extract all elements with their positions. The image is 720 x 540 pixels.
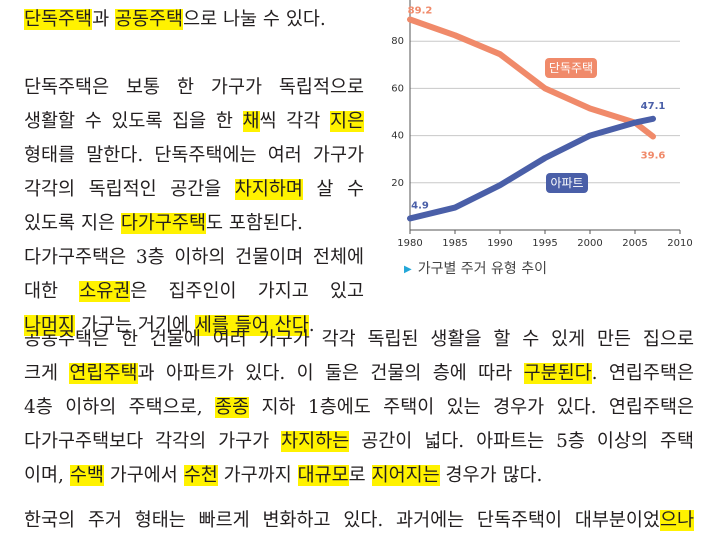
housing-type-line-chart: 20 40 60 80 1980 1985 1990 1995 2000 2005 2010 39.6… bbox=[391, 0, 693, 249]
highlighted-word: 지은 bbox=[329, 111, 364, 132]
highlighted-word: 차지하며 bbox=[234, 179, 303, 200]
text-line: 공동주택은 한 건물에 여러 가구가 각각 독립된 생활을 할 수 있게 만든 … bbox=[24, 323, 694, 357]
text-segment: 형태를 말한다. 단독주택에는 여러 가구가 bbox=[24, 145, 364, 166]
chart-caption: ▶ 가구별 주거 유형 추이 bbox=[404, 258, 547, 278]
y-tick-label: 60 bbox=[391, 83, 404, 94]
text-segment: 가구는 거기에 bbox=[75, 315, 195, 336]
text-segment: 도 포함된다. bbox=[205, 213, 303, 234]
highlighted-word: 지어지는 bbox=[371, 465, 440, 486]
y-tick-label: 80 bbox=[391, 36, 404, 47]
text-segment: . bbox=[308, 315, 315, 336]
paragraph-apartment-complex: 공동주택은 한 건물에 여러 가구가 각각 독립된 생활을 할 수 있게 만든 … bbox=[24, 323, 694, 493]
triangle-bullet-icon: ▶ bbox=[404, 264, 412, 275]
paragraph-housing-trend: 한국의 주거 형태는 빠르게 변화하고 있다. 과거에는 단독주택이 대부분이었… bbox=[24, 504, 694, 538]
series-tag bbox=[546, 173, 588, 193]
highlighted-word: 수백 bbox=[69, 465, 104, 486]
series-tag-label: 단독주택 bbox=[549, 61, 593, 75]
data-label: 89.2 bbox=[408, 5, 433, 16]
data-label: 47.1 bbox=[641, 101, 666, 112]
highlighted-word: 소유권 bbox=[79, 281, 131, 302]
text-segment: 가구까지 bbox=[217, 465, 298, 486]
text-segment: 4층 이하의 주택으로, bbox=[24, 397, 216, 418]
text-segment: 대한 bbox=[24, 281, 80, 302]
series-line-apartment bbox=[407, 115, 656, 222]
highlighted-word: 공동주택 bbox=[115, 9, 184, 30]
text-line: 다가구주택은 3층 이하의 건물이며 전체에 bbox=[24, 241, 364, 275]
highlighted-word: 채 bbox=[242, 111, 260, 132]
highlighted-word: 나머지 bbox=[24, 315, 76, 336]
text-segment: 으로 나눌 수 있다. bbox=[183, 9, 326, 30]
series-tag bbox=[545, 58, 597, 78]
x-tick-label: 2000 bbox=[577, 238, 602, 249]
x-tick-label: 1980 bbox=[397, 238, 422, 249]
text-segment: . 연립주택은 bbox=[591, 363, 694, 384]
text-segment: 살 수 bbox=[302, 179, 364, 200]
paragraph-detached-house: 단독주택과 공동주택으로 나눌 수 있다. 단독주택은 보통 한 가구가 독립적으… bbox=[24, 3, 364, 343]
text-line: 한국의 주거 형태는 빠르게 변화하고 있다. 과거에는 단독주택이 대부분이었… bbox=[24, 504, 694, 538]
text-segment: 있도록 지은 bbox=[24, 213, 121, 234]
text-line: 있도록 지은 다가구주택도 포함된다. bbox=[24, 207, 364, 241]
highlighted-word: 구분된다 bbox=[523, 363, 592, 384]
data-label: 39.6 bbox=[641, 151, 666, 162]
highlighted-word: 다가구주택 bbox=[120, 213, 206, 234]
text-segment: 각각의 독립적인 공간을 bbox=[24, 179, 235, 200]
text-segment: 지하 1층에도 주택이 있는 경우가 있다. 연립주택은 bbox=[249, 397, 695, 418]
text-segment: 과 bbox=[92, 9, 115, 30]
x-tick-label: 2005 bbox=[622, 238, 647, 249]
text-segment: 로 bbox=[348, 465, 372, 486]
highlighted-word: 대규모 bbox=[297, 465, 349, 486]
text-line bbox=[24, 37, 364, 71]
chart-caption-text: 가구별 주거 유형 추이 bbox=[417, 261, 547, 277]
text-segment: 공동주택은 한 건물에 여러 가구가 각각 독립된 생활을 할 수 있게 만든 … bbox=[24, 329, 694, 350]
text-segment: 이며, bbox=[24, 465, 70, 486]
text-line: 크게 연립주택과 아파트가 있다. 이 둘은 건물의 층에 따라 구분된다. 연… bbox=[24, 357, 694, 391]
highlighted-word: 세를 들어 산다 bbox=[194, 315, 309, 336]
text-segment: 다가구주택보다 각각의 가구가 bbox=[24, 431, 282, 452]
y-tick-label: 40 bbox=[391, 131, 404, 142]
series-tag-label: 아파트 bbox=[550, 176, 583, 190]
x-tick-label: 1995 bbox=[532, 238, 557, 249]
x-tick-label: 2010 bbox=[667, 238, 692, 249]
text-line: 이며, 수백 가구에서 수천 가구까지 대규모로 지어지는 경우가 많다. bbox=[24, 459, 694, 493]
text-segment: 한국의 주거 형태는 빠르게 변화하고 있다. 과거에는 단독주택이 대부분이었 bbox=[24, 510, 660, 531]
y-tick-label: 20 bbox=[391, 178, 404, 189]
text-segment: 경우가 많다. bbox=[439, 465, 543, 486]
text-line: 생활할 수 있도록 집을 한 채씩 각각 지은 bbox=[24, 105, 364, 139]
highlighted-word: 차지하는 bbox=[281, 431, 350, 452]
highlighted-word: 단독주택 bbox=[24, 9, 93, 30]
text-segment: 크게 bbox=[24, 363, 70, 384]
series-line-detached bbox=[407, 16, 656, 140]
text-line: 형태를 말한다. 단독주택에는 여러 가구가 bbox=[24, 139, 364, 173]
text-line: 각각의 독립적인 공간을 차지하며 살 수 bbox=[24, 173, 364, 207]
text-line: 4층 이하의 주택으로, 종종 지하 1층에도 주택이 있는 경우가 있다. 연… bbox=[24, 391, 694, 425]
text-segment: 공간이 넓다. 아파트는 5층 이상의 주택 bbox=[349, 431, 694, 452]
highlighted-word: 연립주택 bbox=[69, 363, 138, 384]
text-segment: 은 집주인이 가지고 있고 bbox=[130, 281, 365, 302]
text-line: 단독주택과 공동주택으로 나눌 수 있다. bbox=[24, 3, 364, 37]
highlighted-word: 종종 bbox=[215, 397, 250, 418]
text-line: 다가구주택보다 각각의 가구가 차지하는 공간이 넓다. 아파트는 5층 이상의… bbox=[24, 425, 694, 459]
text-segment: 과 아파트가 있다. 이 둘은 건물의 층에 따라 bbox=[137, 363, 524, 384]
x-tick-label: 1990 bbox=[487, 238, 512, 249]
text-segment: 단독주택은 보통 한 가구가 독립적으로 bbox=[24, 77, 364, 98]
text-segment: 생활할 수 있도록 집을 한 bbox=[24, 111, 243, 132]
x-tick-label: 1985 bbox=[442, 238, 467, 249]
highlighted-word: 으나 bbox=[659, 510, 694, 531]
text-segment: 가구에서 bbox=[103, 465, 184, 486]
text-line: 단독주택은 보통 한 가구가 독립적으로 bbox=[24, 71, 364, 105]
data-label: 4.9 bbox=[411, 200, 429, 211]
text-segment: 다가구주택은 3층 이하의 건물이며 전체에 bbox=[24, 247, 364, 268]
text-line: 나머지 가구는 거기에 세를 들어 산다. bbox=[24, 309, 364, 343]
text-line: 대한 소유권은 집주인이 가지고 있고 bbox=[24, 275, 364, 309]
text-segment: 씩 각각 bbox=[259, 111, 330, 132]
highlighted-word: 수천 bbox=[183, 465, 218, 486]
